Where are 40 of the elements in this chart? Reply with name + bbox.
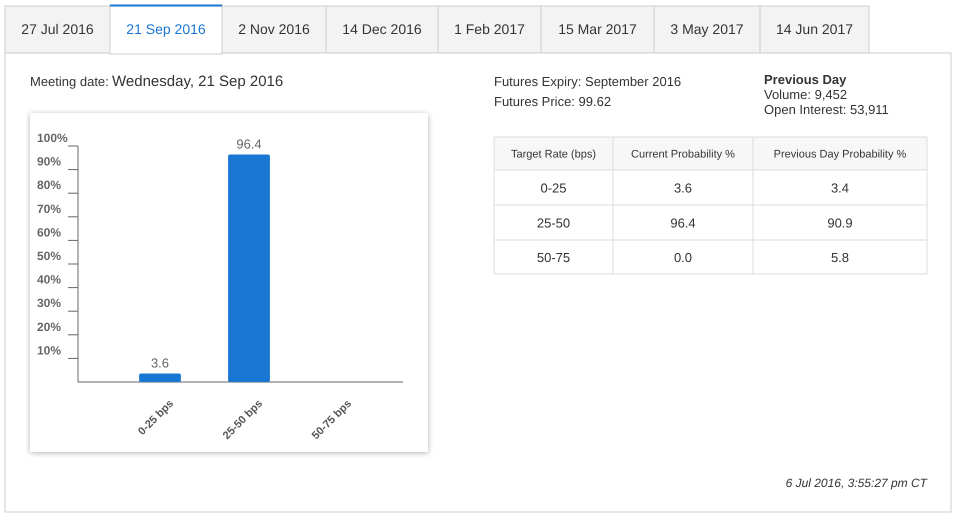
y-tick-label: 50%: [37, 249, 62, 263]
text: 14 Jun 2017: [776, 21, 854, 37]
text: 5.8: [830, 250, 850, 265]
text: 14 Dec 2016: [342, 21, 422, 37]
text: Wednesday, 21 Sep 2016: [112, 73, 284, 90]
text: 2 Nov 2016: [238, 21, 310, 37]
text: 25-50: [536, 216, 570, 230]
y-tick-label: 90%: [37, 154, 62, 169]
text: Volume: 9,452: [764, 87, 848, 102]
text: Target Rate (bps): [511, 148, 596, 160]
text: 21 Sep 2016: [126, 21, 206, 37]
text: 1 Feb 2017: [454, 21, 526, 37]
text: Meeting date:: [30, 74, 109, 89]
text: 50-75: [536, 250, 570, 265]
y-tick-label: 20%: [37, 320, 62, 334]
text: 0-25: [540, 180, 567, 196]
text: Futures Expiry: September 2016: [494, 74, 682, 89]
text: 3.4: [830, 180, 850, 196]
text: 6 Jul 2016, 3:55:27 pm CT: [786, 476, 929, 490]
y-tick-label: 100%: [37, 131, 68, 145]
y-tick-label: 60%: [37, 225, 62, 240]
data-label: 3.6: [150, 356, 170, 371]
text: 3.6: [674, 180, 692, 196]
text: 15 Mar 2017: [558, 21, 638, 37]
text: 0.0: [674, 250, 692, 265]
y-tick-label: 30%: [37, 296, 62, 310]
text: Previous Day: [764, 72, 848, 87]
text: 3 May 2017: [670, 21, 744, 37]
y-tick-label: 40%: [37, 272, 62, 287]
y-tick-label: 10%: [37, 343, 62, 358]
y-tick-label: 70%: [37, 202, 62, 216]
text: 90.9: [827, 216, 853, 230]
text: Open Interest: 53,911: [764, 102, 889, 117]
y-tick-label: 80%: [37, 178, 62, 192]
text: Current Probability %: [631, 148, 736, 160]
text: Futures Price: 99.62: [494, 94, 612, 109]
data-label: 96.4: [236, 136, 262, 152]
text: 96.4: [670, 216, 696, 230]
text: Previous Day Probability %: [774, 148, 907, 160]
text: 27 Jul 2016: [21, 21, 94, 37]
